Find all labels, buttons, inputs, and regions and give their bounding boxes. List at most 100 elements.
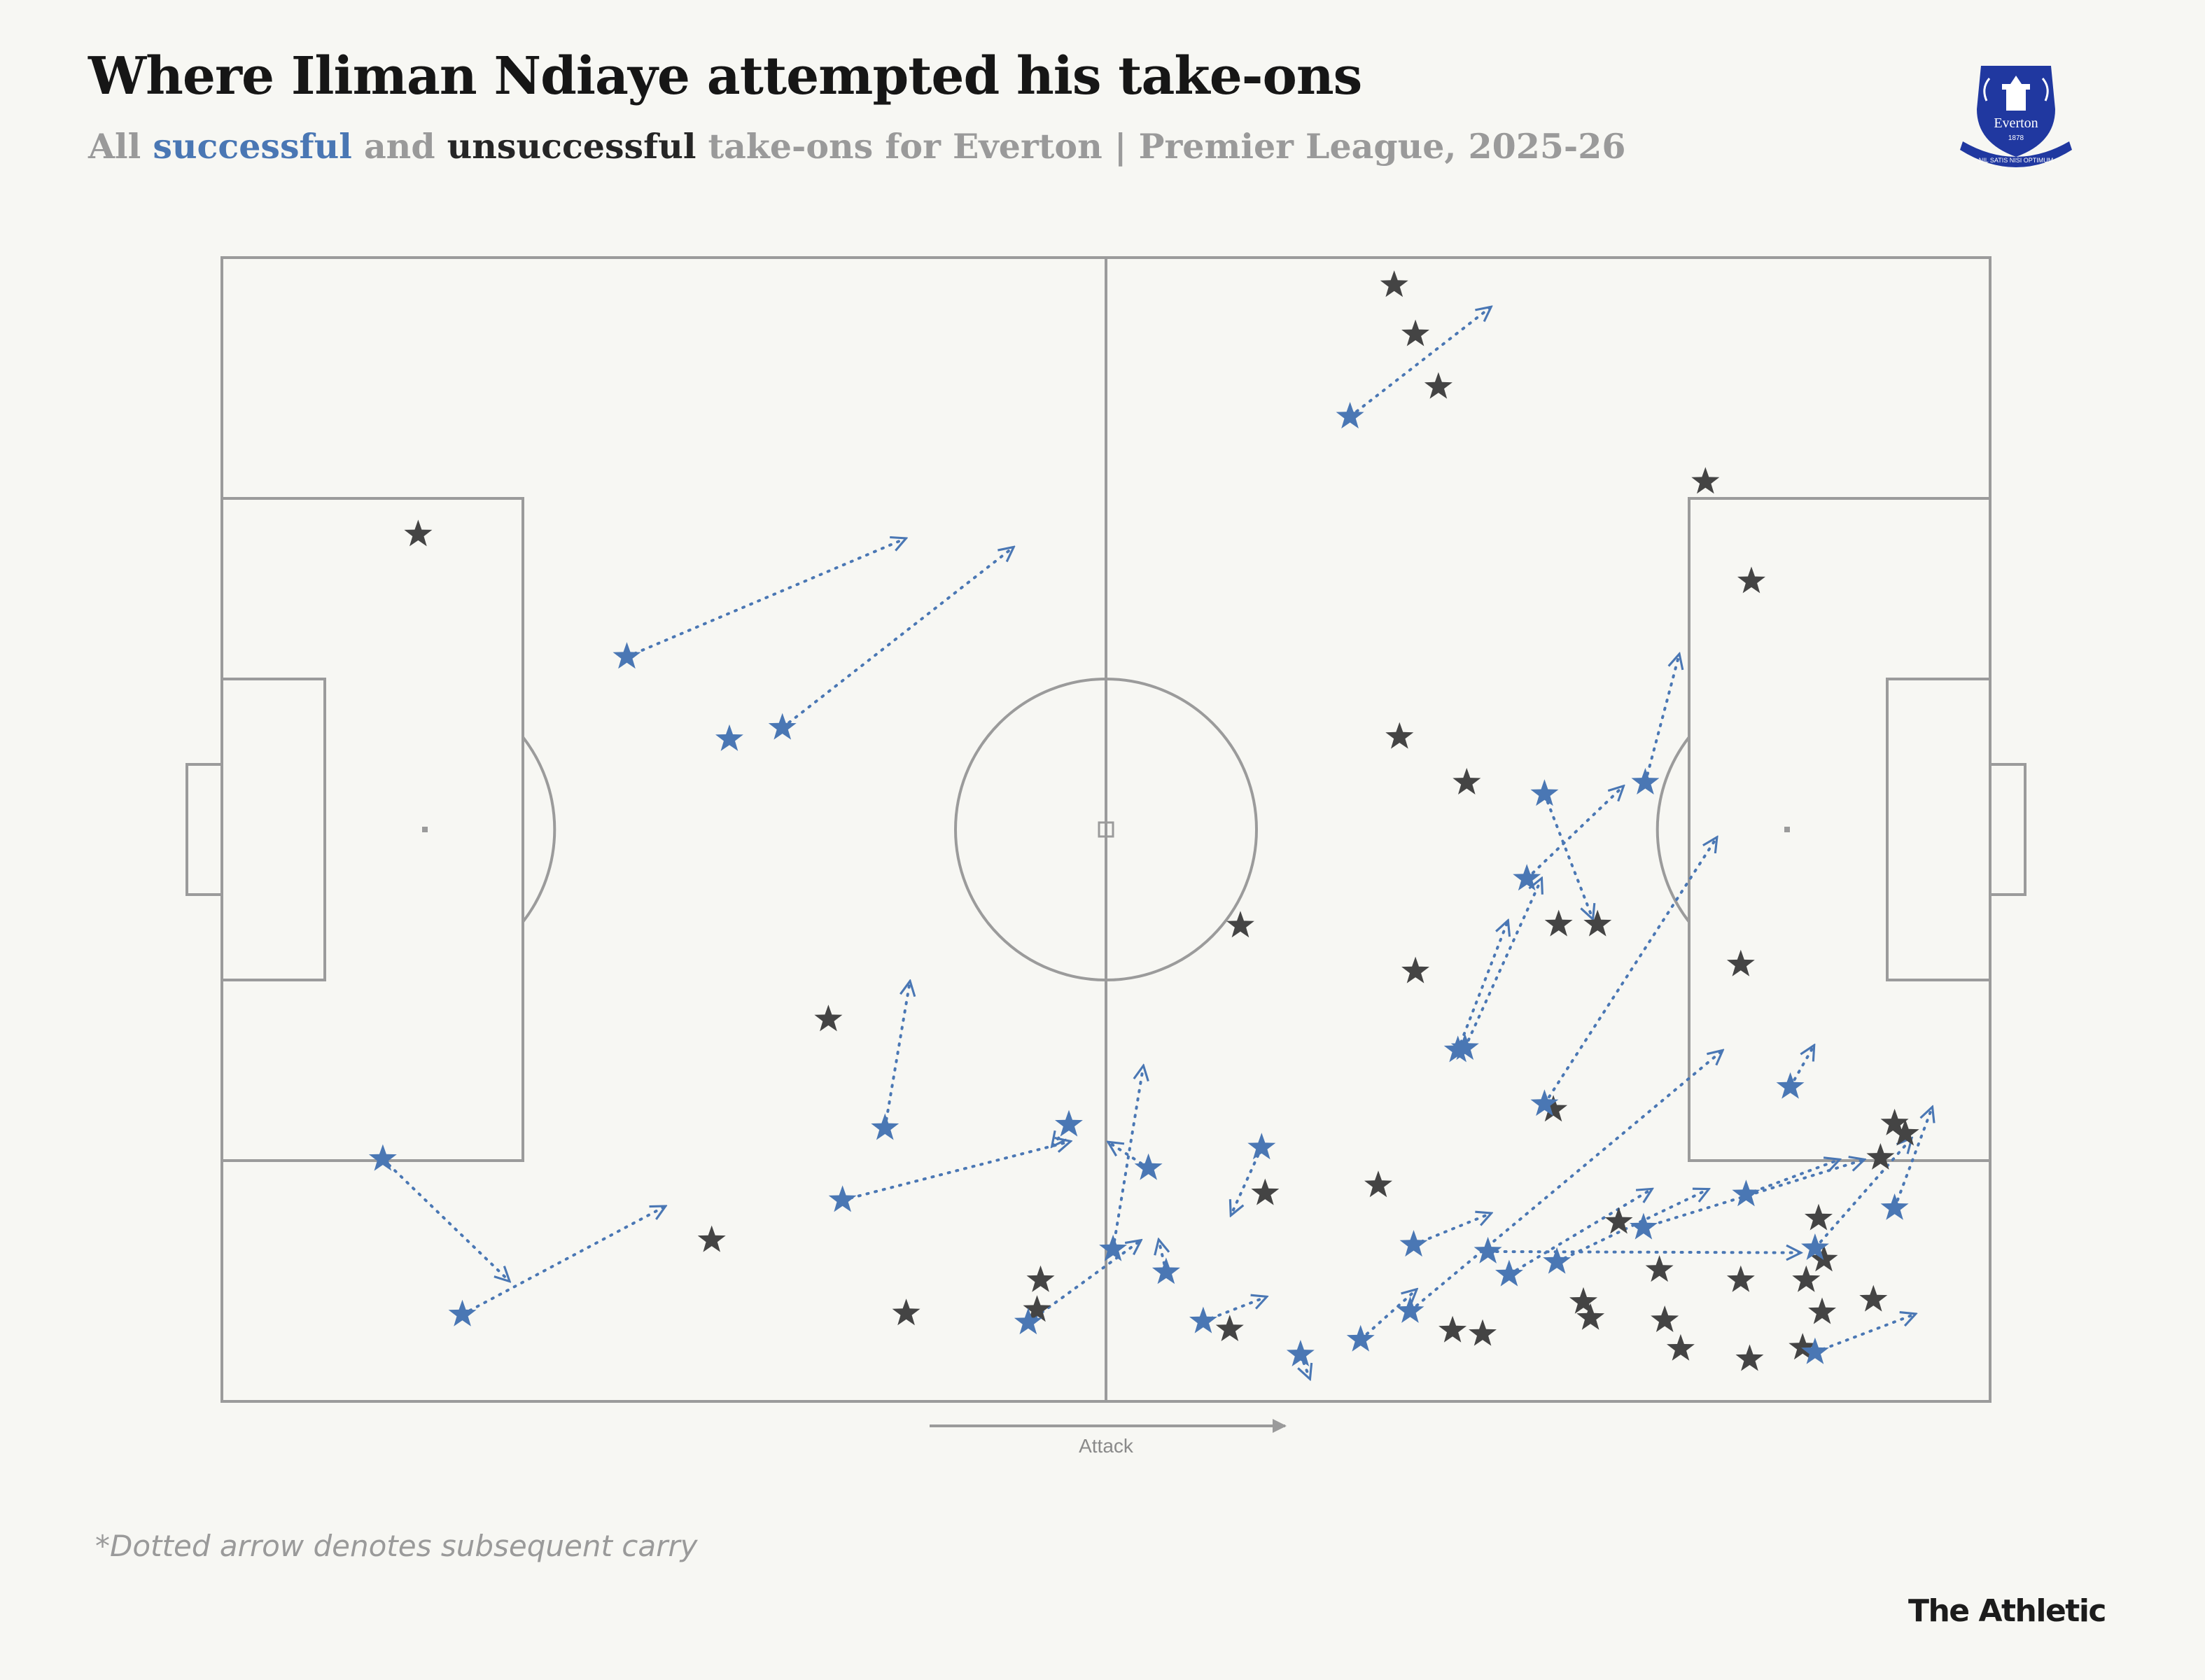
- crest-year: 1878: [2008, 134, 2024, 142]
- successful-take-on-star: [715, 724, 743, 751]
- subtitle-successful-key: successful: [153, 126, 352, 167]
- carry-arrow: [1893, 1109, 1932, 1210]
- attack-label: Attack: [1079, 1435, 1134, 1457]
- unsuccessful-take-on-star: [1364, 1170, 1392, 1198]
- carry-arrow: [883, 983, 909, 1130]
- crest-club-name: Everton: [1994, 115, 2038, 131]
- carry-arrow: [1486, 1252, 1800, 1253]
- successful-take-on-star: [1801, 1337, 1829, 1364]
- carry-arrow: [1456, 922, 1508, 1052]
- successful-take-on-star: [1396, 1296, 1424, 1323]
- carry-arrow: [1348, 308, 1490, 419]
- successful-take-on-star: [1055, 1110, 1083, 1137]
- everton-crest: Everton 1878 NIL SATIS NISI OPTIMUM: [1960, 66, 2072, 167]
- unsuccessful-take-on-star: [1726, 1265, 1755, 1292]
- subtitle-unsuccessful-key: unsuccessful: [447, 126, 696, 167]
- unsuccessful-take-on-star: [1215, 1315, 1244, 1341]
- successful-take-on-star: [1443, 1035, 1472, 1063]
- carry-arrow: [381, 1157, 508, 1280]
- carry-arrow: [1543, 839, 1716, 1106]
- carry-arrow: [1463, 880, 1541, 1050]
- unsuccessful-take-on-star: [1544, 909, 1573, 937]
- unsuccessful-take-on-star: [1645, 1255, 1674, 1282]
- unsuccessful-take-on-star: [892, 1298, 920, 1326]
- right-penalty-area: [1688, 497, 1991, 1162]
- unsuccessful-take-on-star: [1452, 768, 1481, 794]
- left-penalty-area: [220, 497, 524, 1162]
- successful-take-on-star: [1134, 1153, 1163, 1180]
- unsuccessful-take-on-star: [1026, 1265, 1055, 1292]
- unsuccessful-take-on-star: [1023, 1295, 1051, 1322]
- unsuccessful-take-on-star: [1604, 1207, 1633, 1234]
- carry-arrow: [625, 539, 904, 659]
- successful-take-on-star: [1530, 1089, 1559, 1116]
- the-athletic-logo: The Athletic: [1907, 1593, 2107, 1629]
- successful-take-on-star: [1014, 1308, 1042, 1335]
- successful-take-on-star: [1247, 1133, 1276, 1160]
- successful-take-on-star: [612, 642, 641, 669]
- carry-arrow: [780, 548, 1012, 729]
- unsuccessful-take-on-star: [1401, 956, 1429, 983]
- footnote: *Dotted arrow denotes subsequent carry: [95, 1529, 698, 1563]
- carry-arrow: [1744, 1160, 1837, 1196]
- carry-arrow: [1525, 788, 1622, 881]
- successful-take-on-star: [1629, 1212, 1658, 1240]
- chart-subtitle: All successful and unsuccessful take-ons…: [88, 126, 1625, 167]
- carry-arrow: [1359, 1291, 1415, 1341]
- successful-take-on-star: [1099, 1234, 1128, 1261]
- successful-take-on-star: [1450, 1033, 1479, 1060]
- successful-take-ons: [368, 402, 1909, 1366]
- subtitle-all: All: [88, 126, 141, 167]
- carry-arrow: [1543, 792, 1592, 917]
- unsuccessful-take-on-star: [1539, 1095, 1568, 1122]
- subtitle-and: and: [363, 126, 435, 167]
- carry-arrow: [1813, 1315, 1914, 1354]
- successful-take-on-star: [768, 713, 797, 740]
- unsuccessful-take-on-star: [1651, 1306, 1679, 1332]
- carry-arrow: [1112, 1068, 1143, 1251]
- carry-arrow: [1408, 1051, 1721, 1312]
- carry-arrow: [1644, 656, 1679, 785]
- unsuccessful-take-on-star: [1859, 1284, 1888, 1312]
- unsuccessful-take-on-star: [1792, 1265, 1821, 1292]
- carry-arrow: [1026, 1241, 1140, 1324]
- unsuccessful-take-on-star: [1583, 909, 1612, 937]
- successful-take-on-star: [1474, 1236, 1502, 1264]
- unsuccessful-take-on-star: [1735, 1344, 1764, 1371]
- left-goal: [186, 763, 223, 896]
- successful-take-on-star: [1530, 779, 1559, 806]
- unsuccessful-take-on-star: [1576, 1303, 1605, 1330]
- unsuccessful-take-on-star: [1385, 722, 1414, 749]
- unsuccessful-take-on-star: [814, 1004, 843, 1032]
- successful-take-on-star: [1732, 1180, 1760, 1207]
- left-penalty-spot: [422, 827, 428, 832]
- successful-take-on-star: [1513, 864, 1541, 891]
- unsuccessful-take-on-star: [1691, 467, 1720, 494]
- crest-motto: NIL SATIS NISI OPTIMUM: [1979, 157, 2054, 164]
- successful-take-on-star: [1776, 1072, 1805, 1099]
- unsuccessful-take-on-star: [1667, 1334, 1695, 1361]
- successful-take-on-star: [828, 1185, 857, 1212]
- attack-direction: Attack: [930, 1419, 1287, 1457]
- unsuccessful-take-on-star: [1880, 1108, 1909, 1135]
- successful-take-on-star: [448, 1299, 477, 1326]
- successful-take-on-star: [1336, 402, 1364, 429]
- unsuccessful-take-on-star: [1469, 1319, 1497, 1346]
- carry-arrow: [1159, 1241, 1166, 1274]
- unsuccessful-take-on-star: [1226, 911, 1254, 938]
- carry-arrow: [1507, 1190, 1651, 1276]
- carry-arrow: [1788, 1046, 1814, 1088]
- unsuccessful-take-on-star: [1805, 1203, 1833, 1231]
- carry-arrow: [1813, 1140, 1910, 1250]
- unsuccessful-take-on-star: [1891, 1119, 1919, 1146]
- subtitle-rest: take-ons for Everton | Premier League, 2…: [708, 126, 1626, 167]
- pitch-markings: [186, 256, 2026, 1403]
- right-goal: [1989, 763, 2026, 896]
- left-six-yard-box: [220, 678, 326, 981]
- unsuccessful-take-on-star: [1401, 319, 1429, 346]
- unsuccessful-take-on-star: [1809, 1245, 1838, 1272]
- unsuccessful-take-on-star: [1788, 1333, 1817, 1360]
- unsuccessful-take-on-star: [1438, 1315, 1467, 1343]
- unsuccessful-take-ons: [404, 270, 1919, 1371]
- carry-arrow: [1231, 1146, 1264, 1214]
